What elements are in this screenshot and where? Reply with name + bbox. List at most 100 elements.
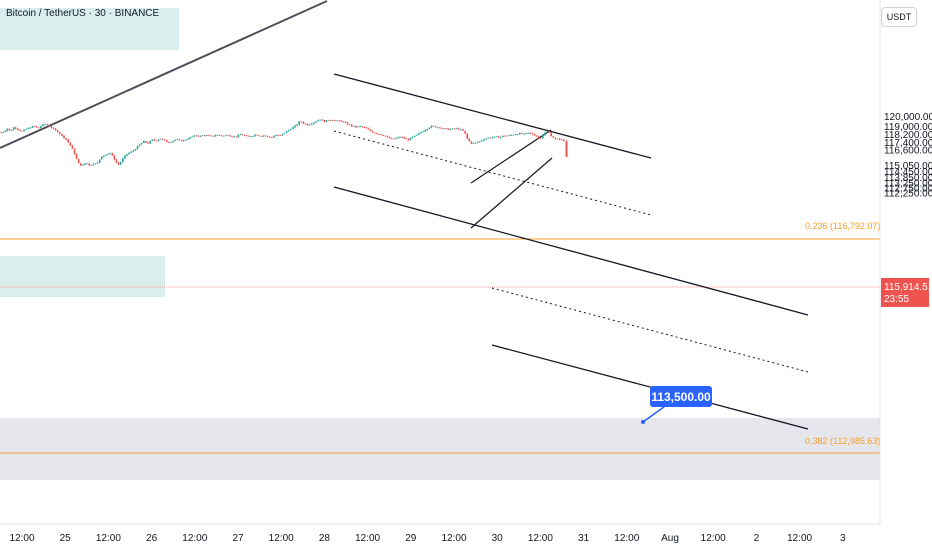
candle-body xyxy=(395,138,397,140)
candle-body xyxy=(264,135,267,137)
target-point[interactable] xyxy=(641,420,645,424)
candle-body xyxy=(491,137,494,139)
projection-mid-line[interactable] xyxy=(491,287,809,373)
candle-body xyxy=(441,128,443,129)
candle-body xyxy=(334,120,336,122)
candle-body xyxy=(134,149,137,151)
currency-button[interactable]: USDT xyxy=(881,7,917,27)
candle-body xyxy=(145,141,147,143)
candle-body xyxy=(42,124,44,127)
candle-body xyxy=(376,133,378,135)
drawings-layer[interactable] xyxy=(0,0,809,430)
projection-lower-line[interactable] xyxy=(491,344,809,430)
flag-upper-line[interactable] xyxy=(470,129,552,184)
y-tick-label: 112,250.00 xyxy=(884,189,932,200)
y-axis[interactable]: 120,000.00119,000.00118,200.00117,400.00… xyxy=(884,112,932,200)
candle-body xyxy=(365,127,368,129)
candle-body xyxy=(443,128,445,129)
y-tick-label: 115,050.00 xyxy=(884,161,932,172)
candle-body xyxy=(256,134,258,136)
candle-body xyxy=(489,137,492,139)
candle-body xyxy=(437,127,439,129)
candle-body xyxy=(363,127,366,128)
x-axis[interactable]: 12:00 25 12:00 26 12:00 27 12:00 28 12:00 29 12:00… xyxy=(9,533,846,544)
target-callout[interactable]: 113,500.00 xyxy=(641,386,712,424)
symbol-title[interactable]: Bitcoin / TetherUS · 30 · BINANCE xyxy=(6,8,160,19)
x-tick-label: 12:00 xyxy=(528,533,553,544)
candle-body xyxy=(273,136,275,138)
candle-body xyxy=(33,126,36,127)
candle-body xyxy=(340,120,342,122)
candle-body xyxy=(411,136,414,138)
candle-body xyxy=(434,126,437,128)
candle-body xyxy=(294,125,296,128)
candle-body xyxy=(346,122,349,125)
candle-body xyxy=(92,163,95,166)
candle-body xyxy=(529,132,531,134)
candle-body xyxy=(147,142,149,144)
candle-body xyxy=(332,120,334,121)
top-left-zone xyxy=(0,8,179,50)
candle-body xyxy=(300,121,303,123)
candle-body xyxy=(502,135,504,137)
channel-mid-line[interactable] xyxy=(333,130,652,216)
target-label-box[interactable] xyxy=(650,386,712,407)
candle-body xyxy=(170,142,172,143)
candle-body xyxy=(103,155,105,157)
x-tick-label: 29 xyxy=(405,533,417,544)
candle-body xyxy=(21,130,23,132)
candle-body xyxy=(292,127,294,130)
y-tick-label: 119,000.00 xyxy=(884,122,932,133)
candle-body xyxy=(128,152,130,155)
candle-body xyxy=(525,133,527,134)
candle-body xyxy=(197,135,200,137)
candle-body xyxy=(130,151,132,153)
candle-body xyxy=(451,128,454,130)
candle-body xyxy=(80,163,82,166)
candle-body xyxy=(500,137,502,138)
candle-body xyxy=(367,128,370,130)
candle-body xyxy=(178,139,181,141)
candle-body xyxy=(216,134,219,136)
candle-body xyxy=(472,143,475,144)
candle-body xyxy=(485,138,487,140)
candle-body xyxy=(27,127,30,129)
candle-body xyxy=(23,129,25,132)
candle-body xyxy=(455,128,458,130)
candle-body xyxy=(558,138,561,140)
flag-lower-line[interactable] xyxy=(470,157,553,229)
candle-body xyxy=(126,154,128,156)
rising-trendline[interactable] xyxy=(0,0,328,149)
candle-body xyxy=(548,131,550,133)
candle-body xyxy=(317,120,319,122)
candle-body xyxy=(214,135,216,137)
candle-body xyxy=(224,135,227,137)
candle-body xyxy=(117,162,120,165)
candle-body xyxy=(460,129,462,131)
y-tick-label: 117,400.00 xyxy=(884,138,932,149)
candle-body xyxy=(88,163,90,166)
candle-body xyxy=(369,129,372,132)
candle-body xyxy=(25,128,27,130)
candle-body xyxy=(287,130,290,131)
candle-body xyxy=(306,124,309,126)
channel-lower-line[interactable] xyxy=(333,186,809,316)
candle-body xyxy=(428,127,431,129)
candle-body xyxy=(260,136,263,137)
candle-body xyxy=(424,130,426,132)
x-tick-label: 12:00 xyxy=(441,533,466,544)
candle-body xyxy=(59,132,61,135)
x-tick-label: 12:00 xyxy=(701,533,726,544)
candle-body xyxy=(329,120,332,121)
channel-upper-line[interactable] xyxy=(333,73,652,159)
candle-body xyxy=(96,162,99,164)
candle-body xyxy=(12,127,15,131)
candle-body xyxy=(0,132,2,134)
candle-body xyxy=(350,124,353,127)
y-tick-label: 112,750.00 xyxy=(884,184,932,195)
candle-body xyxy=(140,143,143,145)
candle-body xyxy=(439,127,441,129)
x-tick-label: 30 xyxy=(492,533,504,544)
